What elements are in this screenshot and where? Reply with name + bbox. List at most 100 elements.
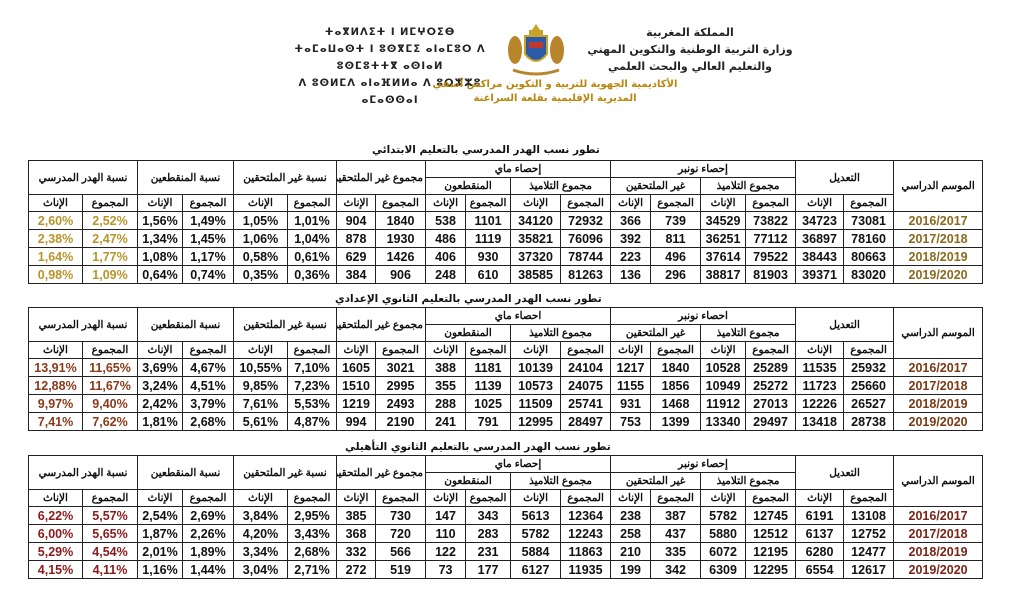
- count-cell: 38817: [700, 265, 747, 284]
- count-cell: 248: [425, 265, 467, 284]
- rate-cell: 5,57%: [82, 506, 138, 525]
- header-total: المجموع: [182, 194, 235, 212]
- count-cell: 406: [425, 247, 467, 266]
- rate-cell: 2,42%: [136, 394, 184, 413]
- count-cell: 1181: [465, 358, 512, 377]
- count-cell: 10949: [700, 376, 747, 395]
- rate-cell: 4,15%: [28, 560, 83, 579]
- rate-cell: 1,56%: [136, 211, 184, 230]
- header-line: الأكاديمية الجهوية للتربية و التكوين مرا…: [432, 79, 678, 90]
- header-total: المجموع: [465, 489, 512, 507]
- count-cell: 12745: [745, 506, 797, 525]
- count-cell: 35821: [510, 229, 562, 248]
- header-season: الموسم الدراسي: [893, 160, 984, 212]
- dropout-table: الموسم الدراسي التعديل احصاء نونبر احصاء ما…: [28, 307, 984, 431]
- rate-cell: 1,17%: [182, 247, 235, 266]
- rate-cell: 1,64%: [28, 247, 83, 266]
- header-may-count: احصاء ماي: [425, 307, 612, 325]
- header-total: المجموع: [465, 341, 512, 359]
- header-total: المجموع: [287, 194, 338, 212]
- rate-cell: 3,34%: [233, 542, 289, 561]
- rate-cell: 4,11%: [82, 560, 138, 579]
- header-female: الإناث: [795, 194, 845, 212]
- dropout-table: الموسم الدراسي التعديل إحصاء نونبر إحصاء ما…: [28, 455, 984, 579]
- header-total: المجموع: [650, 341, 702, 359]
- header-line: المديرية الإقليمية بقلعة السراغنة: [473, 93, 637, 104]
- header-adjustment: التعديل: [795, 455, 895, 490]
- count-cell: 37320: [510, 247, 562, 266]
- count-cell: 296: [650, 265, 702, 284]
- count-cell: 1399: [650, 412, 702, 431]
- table-title: تطور نسب الهدر المدرسي بالتعليم الثانوي …: [345, 441, 611, 453]
- count-cell: 34120: [510, 211, 562, 230]
- count-cell: 28497: [560, 412, 612, 431]
- table-row: 2016/2017 25932 11535 25289 10528 1840 1217 241…: [28, 358, 984, 377]
- count-cell: 238: [610, 506, 652, 525]
- count-cell: 11912: [700, 394, 747, 413]
- table-row: 2018/2019 12477 6280 12195 6072 335 210 11863 58…: [28, 542, 984, 561]
- coat-of-arms-icon: [508, 24, 564, 76]
- rate-cell: 3,84%: [233, 506, 289, 525]
- rate-cell: 5,53%: [287, 394, 338, 413]
- header-school-waste-rate: نسبة الهدر المدرسي: [28, 307, 138, 342]
- header-dropouts: المنقطعون: [425, 472, 512, 490]
- rate-cell: 1,01%: [287, 211, 338, 230]
- table-row: 2018/2019 26527 12226 27013 11912 1468 931 2574…: [28, 394, 984, 413]
- header-total: المجموع: [82, 489, 138, 507]
- count-cell: 12617: [843, 560, 895, 579]
- season-cell: 2019/2020: [893, 412, 984, 431]
- rate-cell: 11,65%: [82, 358, 138, 377]
- season-cell: 2017/2018: [893, 524, 984, 543]
- header-may-count: إحصاء ماي: [425, 455, 612, 473]
- season-cell: 2016/2017: [893, 506, 984, 525]
- count-cell: 1840: [375, 211, 427, 230]
- count-cell: 288: [425, 394, 467, 413]
- header-dropout-rate: نسبة المنقطعين: [136, 455, 235, 490]
- rate-cell: 2,26%: [182, 524, 235, 543]
- count-cell: 25272: [745, 376, 797, 395]
- count-cell: 73081: [843, 211, 895, 230]
- count-cell: 739: [650, 211, 702, 230]
- count-cell: 342: [650, 560, 702, 579]
- header-line: المملكة المغربية: [646, 26, 734, 39]
- header-total: المجموع: [182, 341, 235, 359]
- table-row: 2016/2017 13108 6191 12745 5782 387 238 12364 56…: [28, 506, 984, 525]
- header-female: الإناث: [610, 194, 652, 212]
- count-cell: 5613: [510, 506, 562, 525]
- count-cell: 904: [336, 211, 377, 230]
- count-cell: 1840: [650, 358, 702, 377]
- count-cell: 29497: [745, 412, 797, 431]
- header-total: المجموع: [560, 489, 612, 507]
- header-total-nonjoined-dropouts: مجموع غير الملتحقين و: [336, 455, 427, 490]
- rate-cell: 5,61%: [233, 412, 289, 431]
- header-female: الإناث: [233, 194, 289, 212]
- count-cell: 6072: [700, 542, 747, 561]
- count-cell: 36251: [700, 229, 747, 248]
- header-female: الإناث: [510, 341, 562, 359]
- table-row: 2016/2017 73081 34723 73822 34529 739 366 72932…: [28, 211, 984, 230]
- rate-cell: 9,97%: [28, 394, 83, 413]
- rate-cell: 1,16%: [136, 560, 184, 579]
- count-cell: 13108: [843, 506, 895, 525]
- count-cell: 13340: [700, 412, 747, 431]
- header-total-nonjoined-dropouts: مجموع غير الملتحقين و: [336, 307, 427, 342]
- count-cell: 6554: [795, 560, 845, 579]
- rate-cell: 7,23%: [287, 376, 338, 395]
- count-cell: 11509: [510, 394, 562, 413]
- count-cell: 36897: [795, 229, 845, 248]
- table-title: تطور نسب الهدر المدرسي بالتعليم الثانوي …: [335, 293, 602, 305]
- rate-cell: 1,49%: [182, 211, 235, 230]
- header-nonjoined-rate: نسبة غير الملتحقين: [233, 307, 338, 342]
- count-cell: 11535: [795, 358, 845, 377]
- count-cell: 13418: [795, 412, 845, 431]
- header-female: الإناث: [136, 194, 184, 212]
- header-total-students: مجموع التلاميذ: [700, 472, 797, 490]
- count-cell: 1426: [375, 247, 427, 266]
- count-cell: 2995: [375, 376, 427, 395]
- rate-cell: 4,67%: [182, 358, 235, 377]
- header-line: ⵜⴰⵎⴰⵡⴰⵙⵜ ⵏ ⵓⵙⴳⵎⵉ ⴰⵏⴰⵎⵓⵔ ⴷ ⵓⵙⵎⵓⵜⵜⴳ ⴰⵙⵏⴰⵍ: [294, 44, 486, 72]
- header-female: الإناث: [28, 341, 83, 359]
- header-dropouts: المنقطعون: [425, 324, 512, 342]
- header-total: المجموع: [287, 489, 338, 507]
- count-cell: 77112: [745, 229, 797, 248]
